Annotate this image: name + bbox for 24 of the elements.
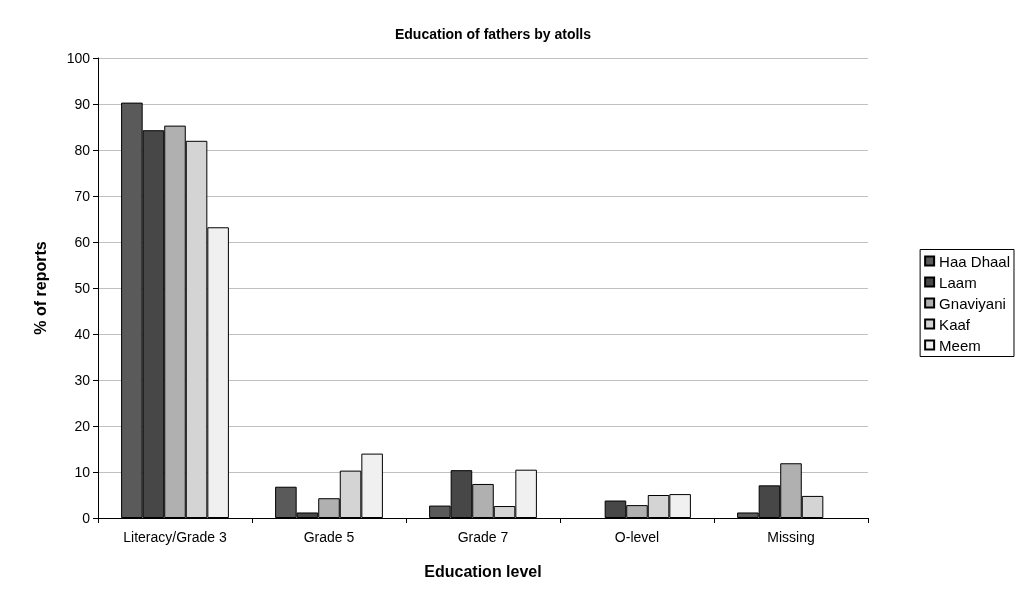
legend-label: Laam bbox=[939, 273, 977, 291]
x-axis-title: Education level bbox=[424, 562, 542, 580]
chart-title: Education of fathers by atolls bbox=[394, 26, 592, 42]
y-tick-label: 90 bbox=[74, 96, 91, 112]
legend-label: Meem bbox=[939, 336, 981, 354]
x-tick-label: Literacy/Grade 3 bbox=[123, 529, 227, 545]
legend-label: Kaaf bbox=[939, 315, 971, 333]
y-axis-title: % of reports bbox=[31, 241, 49, 335]
x-tick-label: O-level bbox=[614, 529, 660, 545]
y-tick-label: 20 bbox=[74, 418, 91, 434]
y-tick-label: 60 bbox=[74, 234, 91, 250]
y-tick-label: 80 bbox=[74, 142, 91, 158]
y-tick-label: 100 bbox=[66, 50, 91, 66]
x-tick-label: Grade 5 bbox=[303, 529, 355, 545]
legend-label: Gnaviyani bbox=[939, 294, 1006, 312]
y-tick-label: 40 bbox=[74, 326, 91, 342]
legend-label: Haa Dhaal bbox=[939, 252, 1011, 270]
y-tick-label: 0 bbox=[82, 510, 91, 526]
y-tick-label: 70 bbox=[74, 188, 91, 204]
y-tick-label: 50 bbox=[74, 280, 91, 296]
x-tick-label: Grade 7 bbox=[457, 529, 509, 545]
y-tick-label: 10 bbox=[74, 464, 91, 480]
x-tick-label: Missing bbox=[767, 529, 815, 545]
y-tick-label: 30 bbox=[74, 372, 91, 388]
